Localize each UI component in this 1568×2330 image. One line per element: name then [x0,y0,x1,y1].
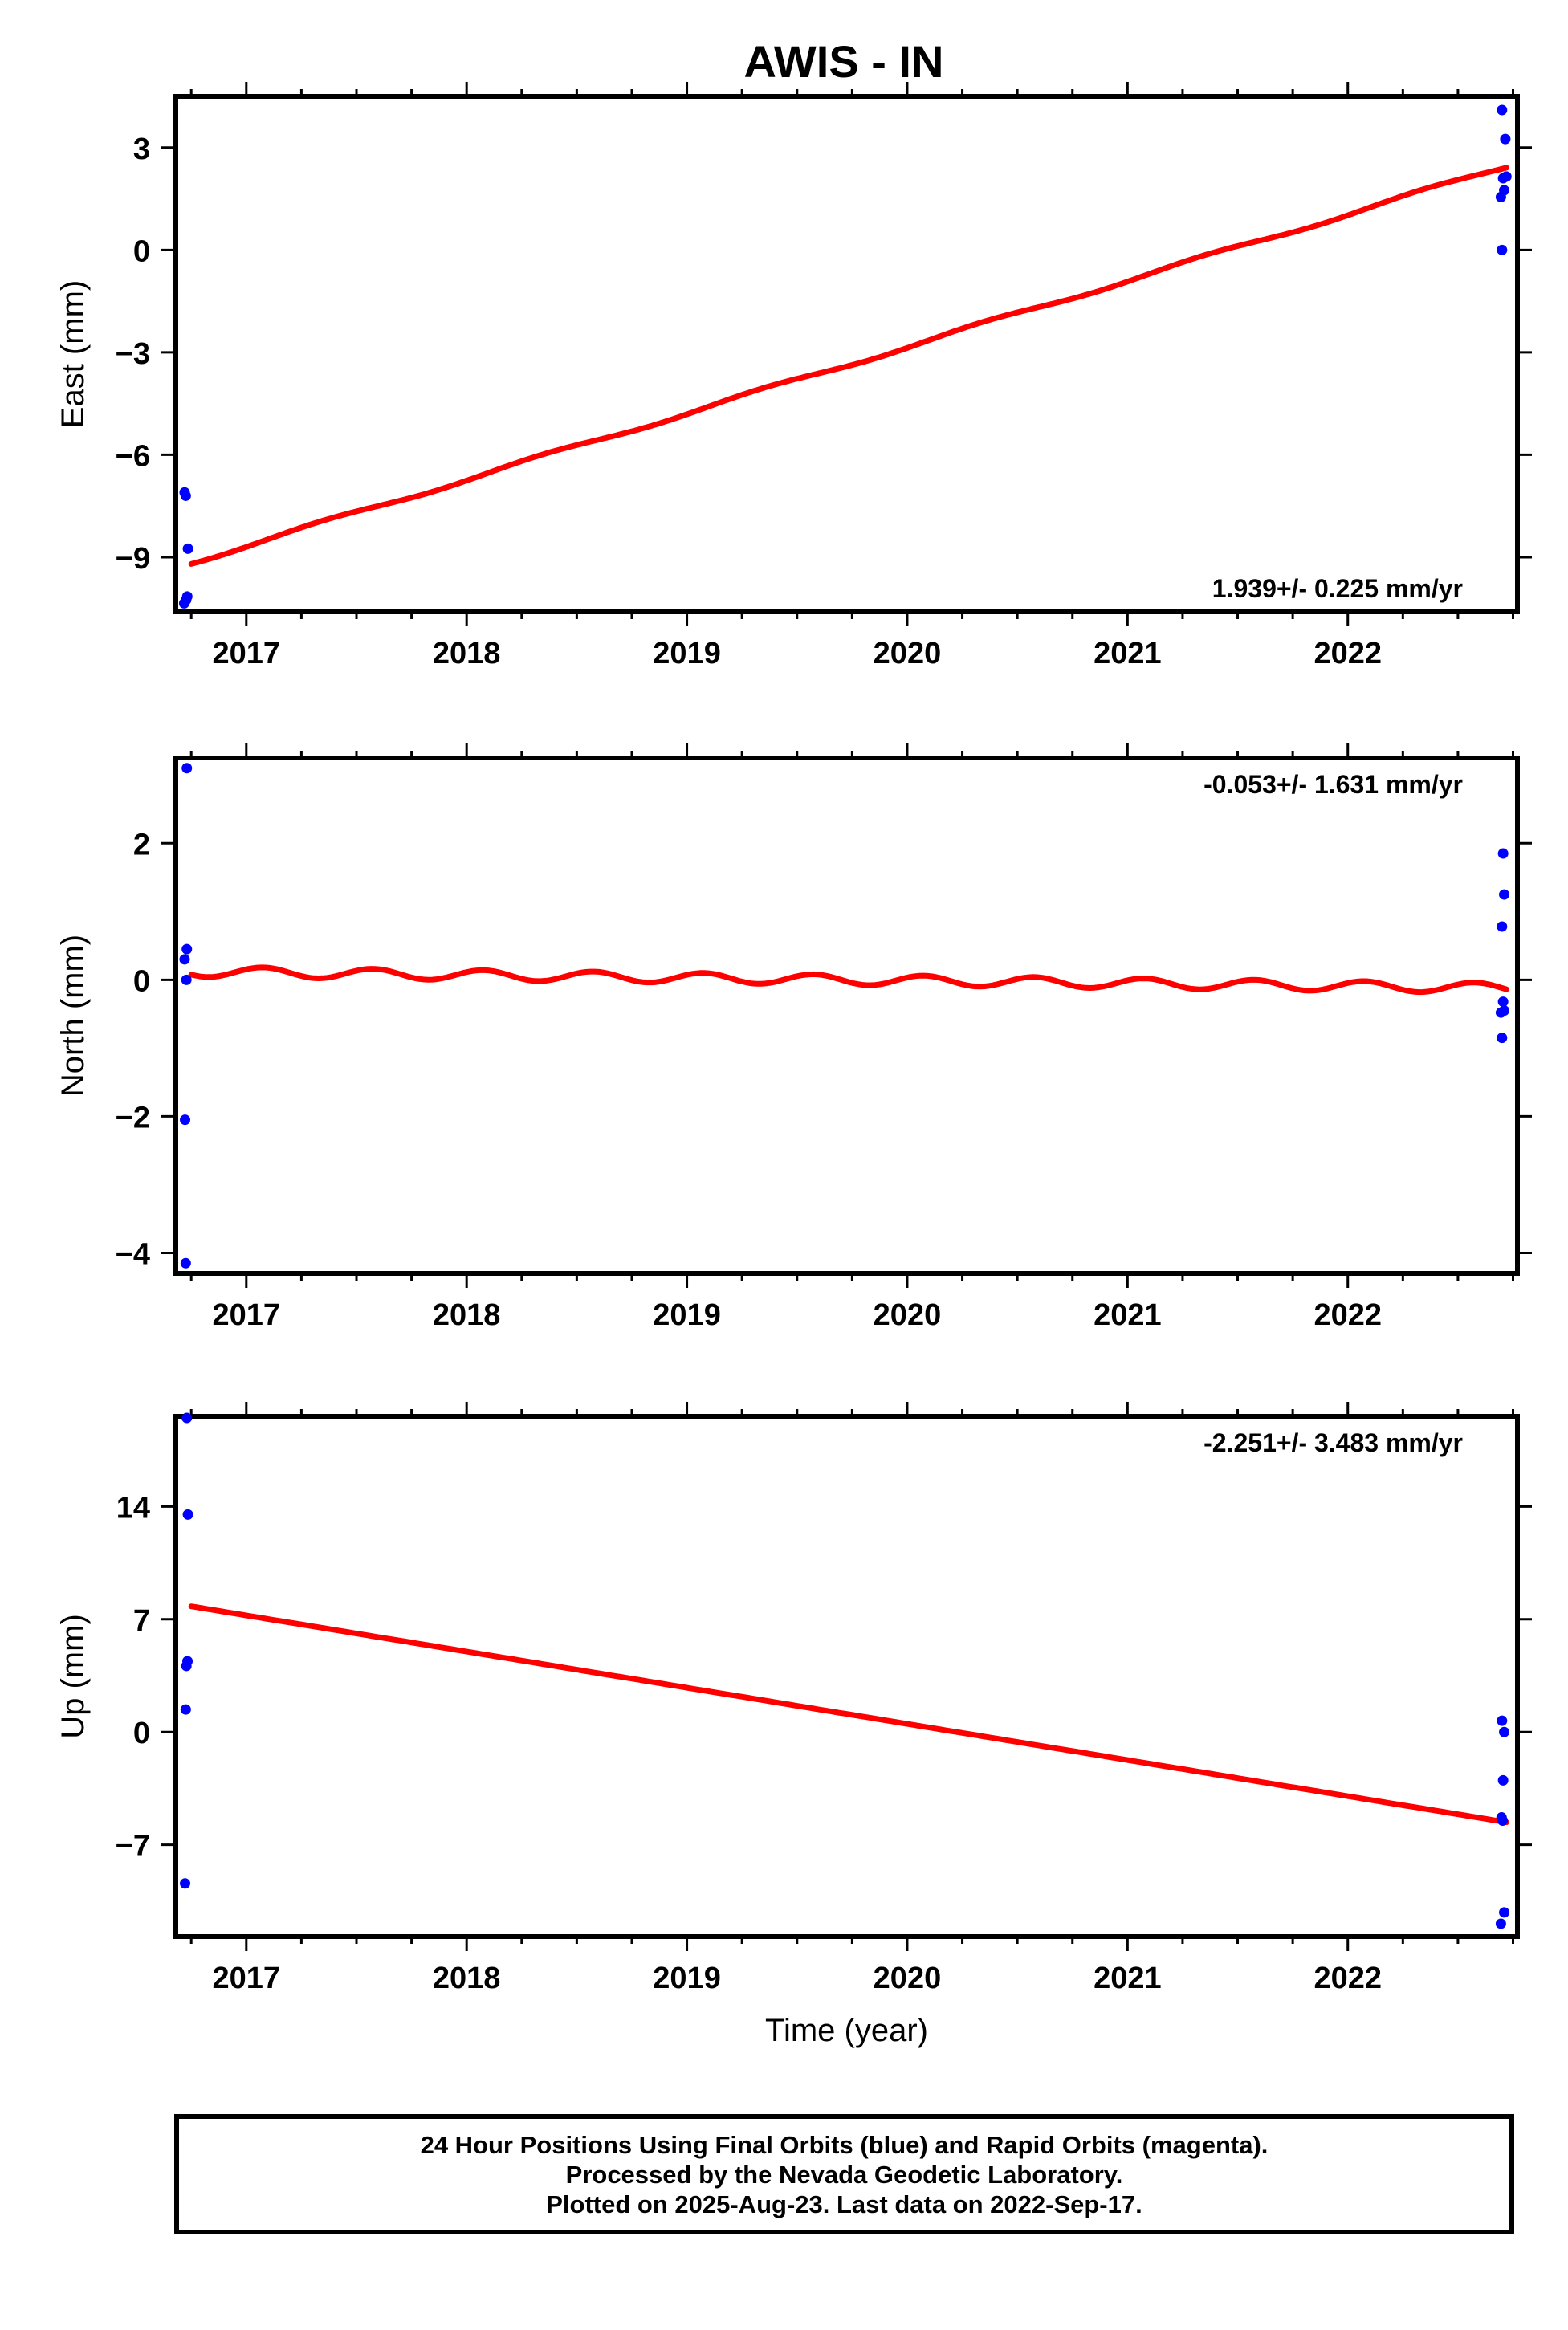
east-y-axis-label: East (mm) [55,280,91,428]
north-x-tick-label-2022: 2022 [1313,1298,1382,1332]
up-x-tick-label-2020: 2020 [874,1961,942,1995]
up-x-tick-label-2021: 2021 [1094,1961,1162,1995]
up-plot-frame [173,1414,1520,1939]
east-y-tick-label-0: −9 [116,542,150,576]
north-y-axis-label: North (mm) [55,935,91,1097]
up-trend-line [188,1603,1509,1826]
north-data-point [1495,1007,1506,1018]
up-y-tick-label-2: −7 [116,1830,150,1864]
east-y-tick-label-0: −6 [116,439,150,473]
up-data-point [180,1878,191,1889]
east-plot-frame [173,94,1520,614]
up-data-point [181,1660,192,1672]
north-y-tick-label-1: 2 [133,828,150,862]
east-data-point [181,591,193,602]
up-x-tick-label-2017: 2017 [213,1961,281,1995]
north-trend-line [188,964,1509,996]
up-y-tick-label-2: 0 [133,1717,150,1750]
up-data-point [1497,1774,1509,1786]
east-x-tick-label-2018: 2018 [433,637,501,670]
east-y-tick-label-0: 0 [133,234,150,268]
east-x-tick-label-2017: 2017 [213,637,281,670]
east-data-point [1500,133,1511,145]
east-y-tick-label-0: 3 [133,132,150,166]
east-data-point [1497,244,1508,255]
up-data-point [181,1412,193,1424]
up-data-point [1497,1715,1508,1726]
north-x-tick-label-2020: 2020 [874,1298,942,1332]
north-rate-annotation: -0.053+/- 1.631 mm/yr [1203,770,1463,799]
chart-title: AWIS - IN [744,36,944,87]
north-x-tick-label-2018: 2018 [433,1298,501,1332]
north-y-tick-label-1: −2 [116,1101,150,1134]
east-data-point [1497,104,1508,116]
north-x-tick-label-2021: 2021 [1094,1298,1162,1332]
up-data-point [1499,1907,1510,1918]
north-y-tick-label-1: 0 [133,964,150,998]
east-y-tick-label-0: −3 [116,337,150,371]
east-x-tick-label-2021: 2021 [1094,637,1162,670]
footer-line-dates: Plotted on 2025-Aug-23. Last data on 202… [546,2189,1142,2218]
up-data-point [1495,1918,1506,1929]
north-data-point [1499,889,1510,900]
up-y-tick-label-2: 7 [133,1604,150,1638]
north-plot-frame [173,756,1520,1276]
east-rate-annotation: 1.939+/- 0.225 mm/yr [1212,574,1463,603]
north-data-point [181,974,192,985]
east-data-point [180,490,191,501]
up-data-point [1499,1726,1510,1737]
up-x-tick-label-2022: 2022 [1313,1961,1382,1995]
north-data-point [1497,848,1509,859]
up-y-axis-label: Up (mm) [55,1614,91,1739]
up-data-point [1497,1815,1509,1827]
north-data-point [1497,996,1509,1008]
up-y-tick-label-2: 14 [116,1491,150,1525]
up-x-axis-label: Time (year) [765,2013,928,2048]
north-data-point [180,1257,191,1269]
north-data-point [180,1114,191,1126]
up-x-tick-label-2019: 2019 [653,1961,721,1995]
east-data-point [182,543,193,554]
footer-line-orbits: 24 Hour Positions Using Final Orbits (bl… [420,2130,1269,2159]
north-data-point [1497,921,1508,932]
up-data-point [182,1509,193,1520]
north-y-tick-label-1: −4 [116,1237,150,1271]
north-x-tick-label-2017: 2017 [213,1298,281,1332]
east-data-point [1501,171,1512,182]
east-data-point [1495,191,1506,202]
north-data-point [181,943,193,955]
footer-line-processor: Processed by the Nevada Geodetic Laborat… [565,2160,1123,2189]
north-data-point [1497,1033,1508,1044]
north-data-point [179,954,190,965]
east-x-tick-label-2020: 2020 [874,637,942,670]
north-data-point [181,763,193,774]
processing-info-box: 24 Hour Positions Using Final Orbits (bl… [174,2114,1514,2234]
east-x-tick-label-2022: 2022 [1313,637,1382,670]
east-trend-line [188,165,1509,567]
up-rate-annotation: -2.251+/- 3.483 mm/yr [1203,1428,1463,1457]
up-x-tick-label-2018: 2018 [433,1961,501,1995]
east-x-tick-label-2019: 2019 [653,637,721,670]
north-x-tick-label-2019: 2019 [653,1298,721,1332]
up-data-point [180,1704,191,1715]
